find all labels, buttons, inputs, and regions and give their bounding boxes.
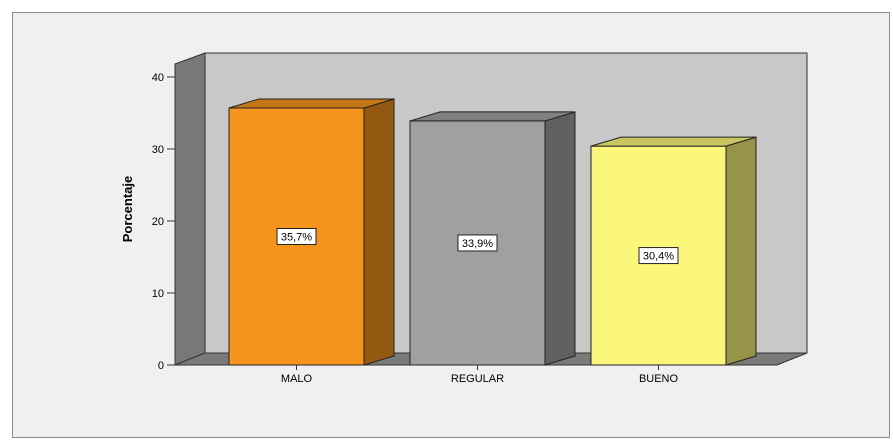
- y-tick-label: 40: [152, 72, 164, 84]
- data-label-box: [276, 227, 317, 245]
- y-tick-label: 0: [158, 360, 164, 372]
- y-axis-label: Porcentaje: [120, 176, 135, 242]
- x-tick-label: BUENO: [639, 373, 679, 385]
- bar-side: [363, 98, 395, 366]
- y-tick-label: 30: [152, 144, 164, 156]
- x-tick-label: MALO: [281, 373, 313, 385]
- bar-top: [228, 98, 395, 109]
- bar-top: [590, 136, 757, 147]
- bar-side: [544, 111, 576, 366]
- bar-top: [409, 111, 576, 122]
- chart-left-wall: [174, 52, 206, 366]
- data-label: 33,9%: [462, 238, 493, 250]
- y-tick-label: 20: [152, 216, 164, 228]
- y-tick-label: 10: [152, 288, 164, 300]
- bar-side: [725, 136, 757, 366]
- data-label-box: [638, 247, 679, 265]
- data-label: 30,4%: [643, 251, 674, 263]
- data-label: 35,7%: [281, 231, 312, 243]
- x-tick-label: REGULAR: [451, 373, 504, 385]
- data-label-box: [457, 234, 498, 252]
